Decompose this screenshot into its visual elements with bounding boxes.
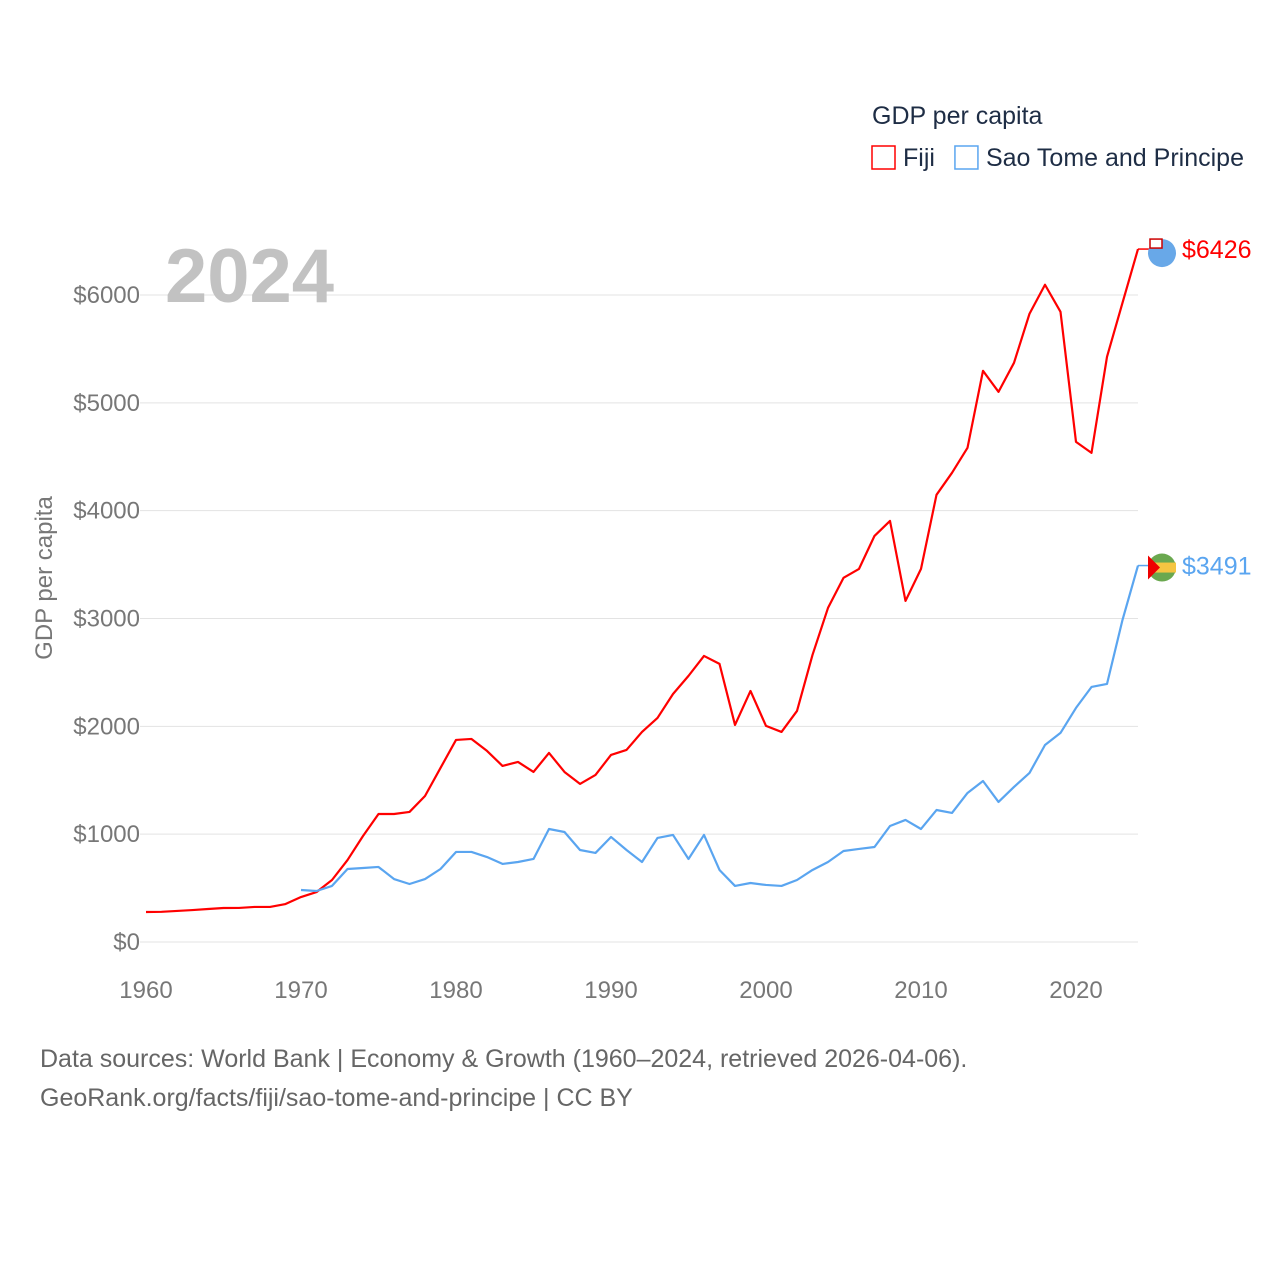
sao-tome-flag-triangle [1148,555,1160,580]
y-tick-label: $6000 [73,282,140,309]
data-source-text: Data sources: World Bank | Economy & Gro… [40,1045,968,1073]
series-line-fiji [145,248,1140,914]
legend-label: Sao Tome and Principe [986,144,1244,172]
y-tick-label: $1000 [73,821,140,848]
series-line-sao-tome [300,565,1140,893]
end-value-label: $3491 [1182,553,1252,581]
fiji-flag-union-jack [1149,238,1163,249]
legend-swatch [871,145,896,170]
y-tick-label: $5000 [73,390,140,417]
sao-tome-flag-stripe [1148,562,1176,573]
legend-label: Fiji [903,144,935,172]
x-tick-label: 1970 [274,977,327,1004]
y-tick-label: $0 [113,929,140,956]
y-tick-label: $2000 [73,713,140,740]
year-label: 2024 [165,234,334,319]
y-tick-label: $3000 [73,606,140,633]
y-axis-title: GDP per capita [31,496,58,660]
x-tick-label: 1960 [119,977,172,1004]
x-tick-label: 1980 [429,977,482,1004]
x-tick-label: 2000 [739,977,792,1004]
x-tick-label: 2020 [1049,977,1102,1004]
legend-swatch [954,145,979,170]
end-value-label: $6426 [1182,236,1252,264]
x-tick-label: 1990 [584,977,637,1004]
attribution-link[interactable]: GeoRank.org/facts/fiji/sao-tome-and-prin… [40,1084,633,1112]
y-tick-label: $4000 [73,498,140,525]
x-tick-label: 2010 [894,977,947,1004]
legend-title: GDP per capita [872,102,1043,130]
